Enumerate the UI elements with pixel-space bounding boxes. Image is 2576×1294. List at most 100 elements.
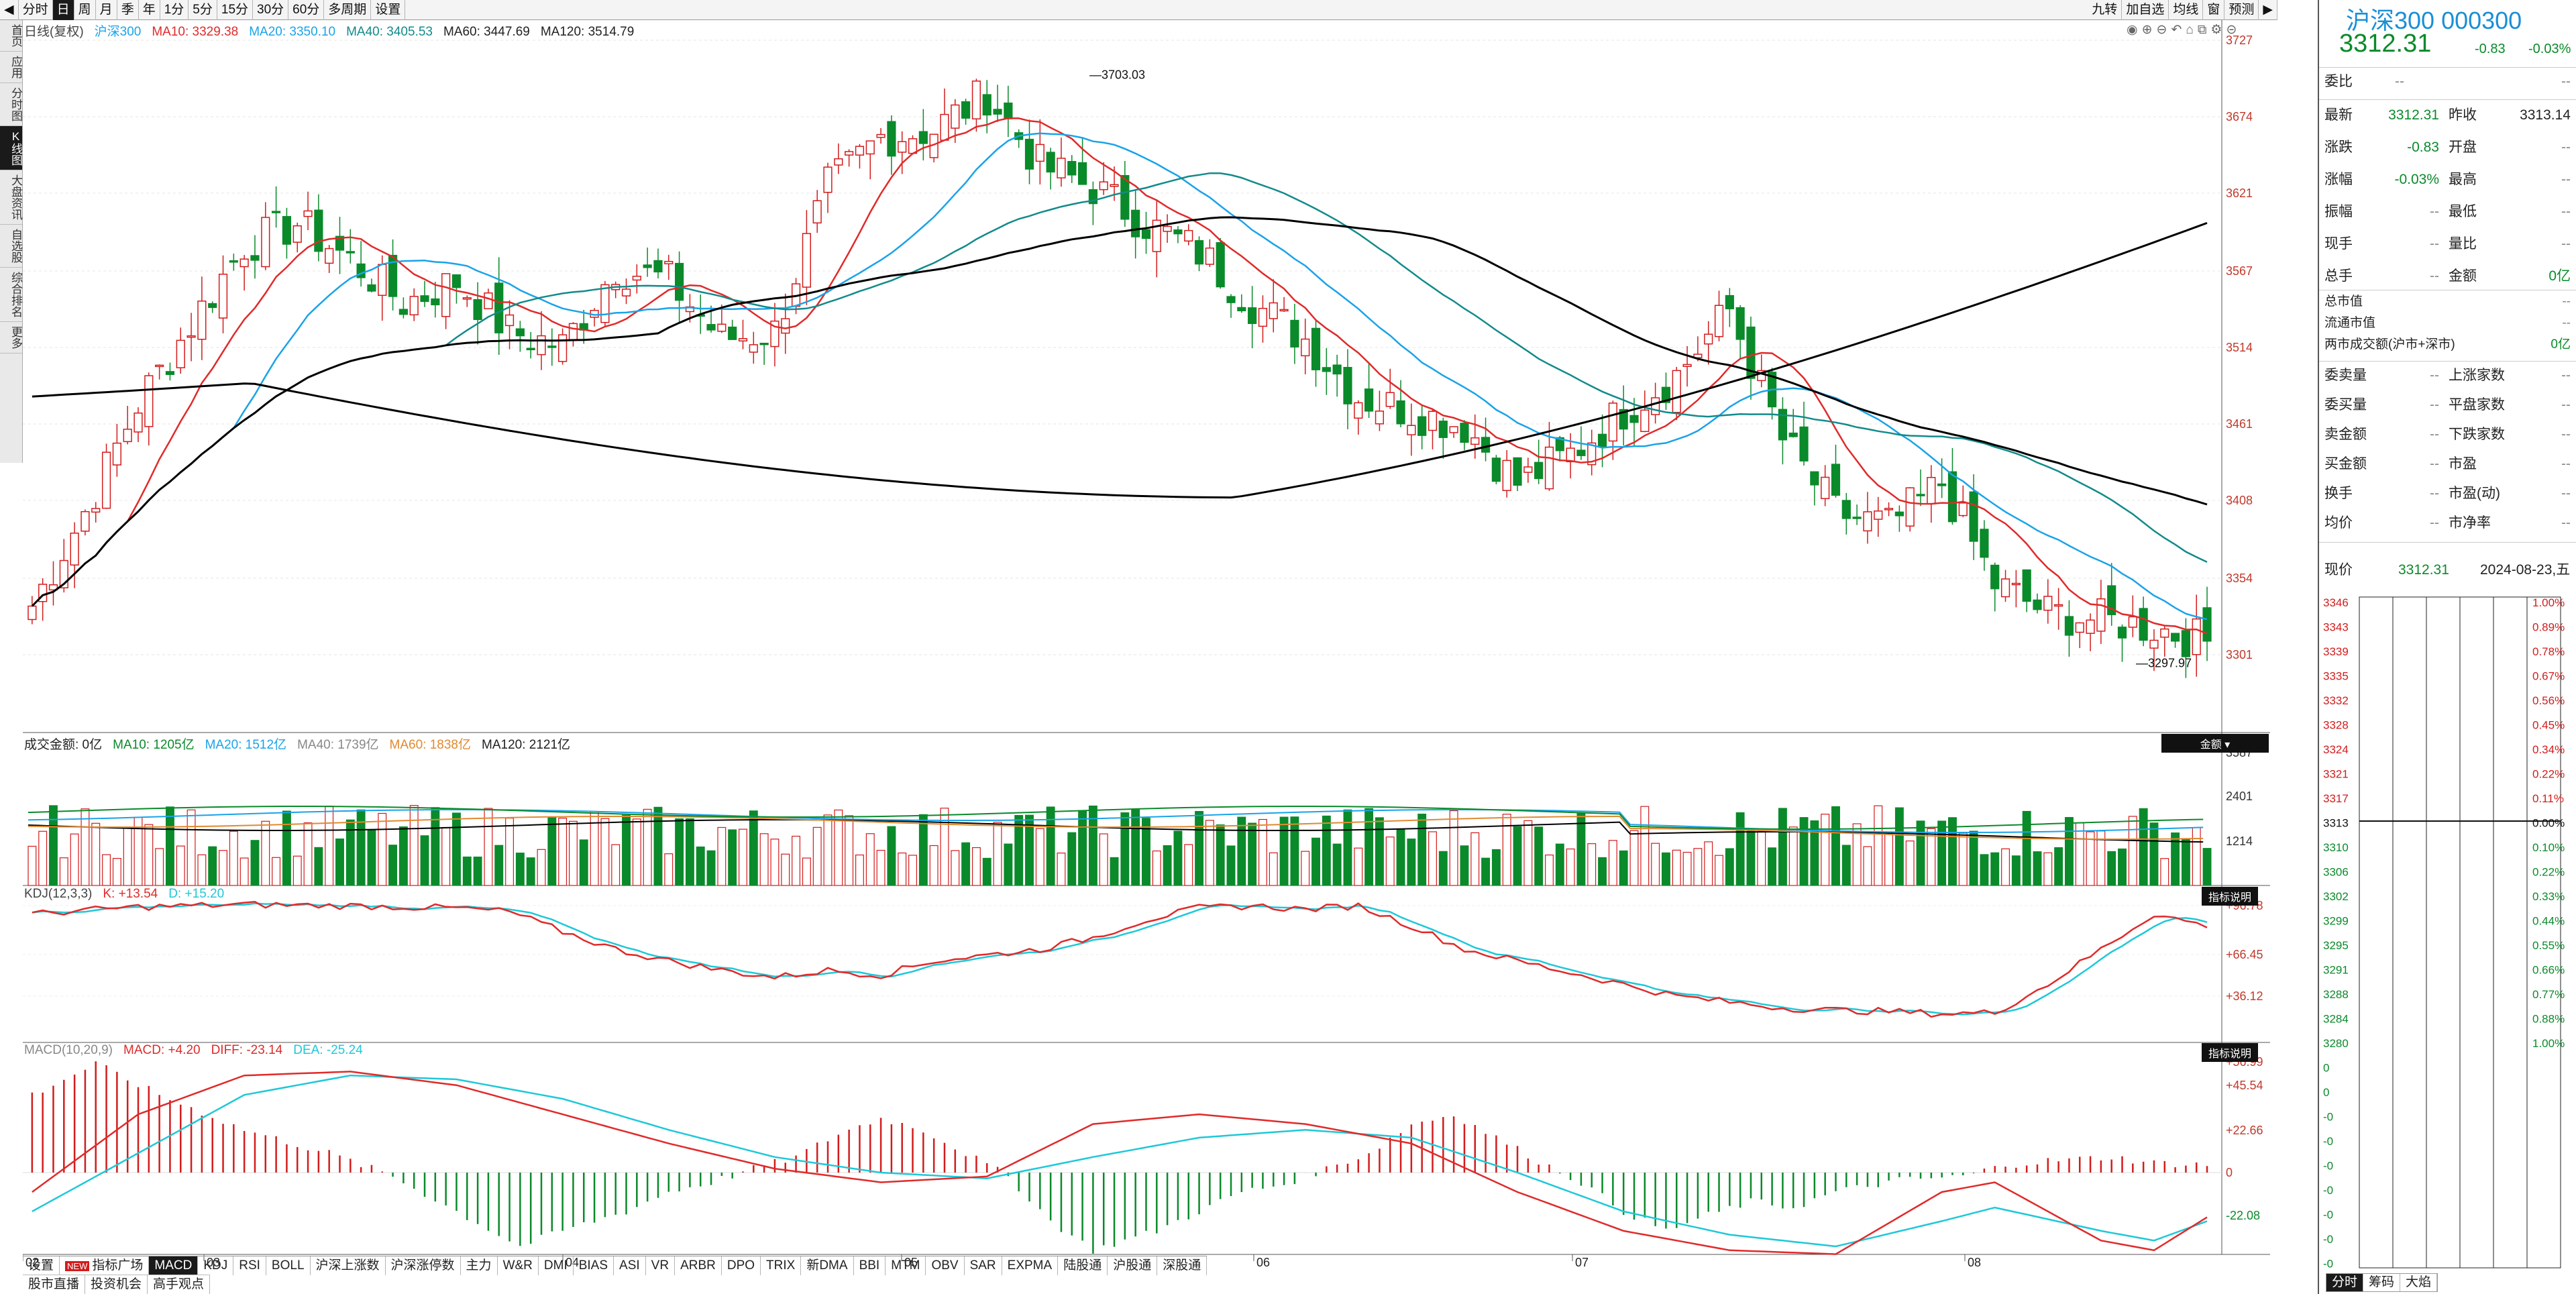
bottom-link-0[interactable]: 股市直播	[23, 1275, 86, 1294]
period-0[interactable]: 分时	[19, 0, 53, 20]
sidebar-item-3[interactable]: K线图	[0, 126, 22, 170]
indicator-tab-15[interactable]: DPO	[722, 1256, 761, 1275]
lock-icon[interactable]: ⌂	[2186, 23, 2198, 37]
volume-bar	[1290, 816, 1299, 886]
candle-body	[314, 209, 323, 252]
candle-body	[451, 274, 462, 288]
sidebar-item-2[interactable]: 分时图	[0, 83, 22, 126]
indicator-tab-4[interactable]: RSI	[233, 1256, 266, 1275]
candle-body	[1354, 402, 1363, 419]
period-4[interactable]: 季	[117, 0, 139, 20]
mini-left-label: -0	[2323, 1258, 2333, 1271]
volume-bar	[1576, 812, 1586, 886]
undo-icon[interactable]: ↶	[2171, 23, 2186, 37]
sidebar-item-4[interactable]: 大盘资讯	[0, 170, 22, 225]
period-3[interactable]: 月	[96, 0, 117, 20]
indicator-tab-16[interactable]: TRIX	[761, 1256, 802, 1275]
period-7[interactable]: 5分	[189, 0, 217, 20]
period-1[interactable]: 日	[52, 0, 74, 20]
sidebar-item-6[interactable]: 综合排名	[0, 268, 22, 322]
sidebar-item-0[interactable]: 首页	[0, 20, 22, 52]
indicator-tab-0[interactable]: 设置	[23, 1256, 60, 1275]
kdj-d-line	[32, 902, 2208, 1016]
candle-body	[738, 337, 748, 342]
panel-tab-0[interactable]: 分时	[2326, 1274, 2364, 1291]
indicator-tab-18[interactable]: BBI	[854, 1256, 886, 1275]
indicator-tab-9[interactable]: W&R	[498, 1256, 539, 1275]
candle-body	[303, 210, 313, 217]
volume-bar	[2202, 848, 2212, 886]
next-arrow-icon[interactable]: ▶	[2259, 0, 2277, 20]
indicator-tab-13[interactable]: VR	[646, 1256, 676, 1275]
sidebar-item-5[interactable]: 自选股	[0, 225, 22, 268]
zoom-in-icon[interactable]: ⊕	[2141, 23, 2157, 37]
ma10-line	[32, 117, 2208, 635]
kdj-help-button[interactable]: 指标说明	[2202, 887, 2259, 906]
period-9[interactable]: 30分	[253, 0, 289, 20]
macd-help-button[interactable]: 指标说明	[2202, 1043, 2259, 1062]
volume-bar	[1682, 851, 1692, 886]
zoom-out-icon[interactable]: ⊖	[2156, 23, 2171, 37]
indicator-tab-3[interactable]: KDJ	[198, 1256, 234, 1275]
period-11[interactable]: 多周期	[324, 0, 372, 20]
volume-bar	[1990, 852, 2000, 886]
period-10[interactable]: 60分	[288, 0, 325, 20]
mini-timeshare-chart[interactable]: 3346 3343 3339 3335 3332 3328 3324 3321 3317 3313…	[2319, 590, 2576, 1271]
weibi-row: 委比 -- --	[2324, 68, 2573, 95]
market-row-2-value: 0亿	[2551, 337, 2571, 352]
volume-bar	[102, 854, 111, 886]
indicator-tab-11[interactable]: BIAS	[574, 1256, 614, 1275]
indicator-tab-22[interactable]: EXPMA	[1002, 1256, 1059, 1275]
volume-bar	[2139, 808, 2148, 886]
top-right-btn-4[interactable]: 预测	[2224, 0, 2259, 20]
volume-bar	[1078, 810, 1087, 886]
panel-tab-1[interactable]: 筹码	[2363, 1274, 2401, 1291]
indicator-tab-19[interactable]: MTM	[885, 1256, 926, 1275]
indicator-tab-1[interactable]: NEW 指标广场	[60, 1256, 150, 1275]
indicator-tab-23[interactable]: 陆股通	[1058, 1256, 1108, 1275]
indicator-tab-12[interactable]: ASI	[614, 1256, 646, 1275]
candle-body	[1947, 471, 1957, 523]
indicator-tab-21[interactable]: SAR	[965, 1256, 1002, 1275]
indicator-tab-25[interactable]: 深股通	[1157, 1256, 1208, 1275]
indicator-tab-2[interactable]: MACD	[149, 1256, 199, 1275]
eye-icon[interactable]: ◉	[2127, 23, 2142, 37]
indicator-tab-14[interactable]: ARBR	[675, 1256, 722, 1275]
panel-tab-2[interactable]: 大焰	[2400, 1274, 2438, 1291]
indicator-tab-label: 设置	[28, 1258, 54, 1273]
period-2[interactable]: 周	[74, 0, 96, 20]
indicator-tab-6[interactable]: 沪深上涨数	[311, 1256, 386, 1275]
settings-icon[interactable]: ⚙	[2210, 23, 2226, 37]
indicator-tab-20[interactable]: OBV	[926, 1256, 965, 1275]
period-5[interactable]: 年	[139, 0, 160, 20]
indicator-tab-7[interactable]: 沪深涨停数	[386, 1256, 461, 1275]
indicator-tab-24[interactable]: 沪股通	[1108, 1256, 1158, 1275]
volume-bar	[303, 822, 313, 886]
prev-arrow-icon[interactable]: ◀	[0, 0, 19, 20]
top-right-btn-3[interactable]: 窗	[2203, 0, 2225, 20]
period-8[interactable]: 15分	[217, 0, 254, 20]
bottom-link-1[interactable]: 投资机会	[85, 1275, 148, 1294]
volume-bar	[1067, 832, 1077, 886]
candle-body	[749, 344, 758, 353]
bottom-link-2[interactable]: 高手观点	[148, 1275, 211, 1294]
sidebar-item-1[interactable]: 应用	[0, 52, 22, 83]
quote-row-2-value2: --	[2561, 172, 2571, 187]
copy-icon[interactable]: ⧉	[2197, 23, 2211, 37]
kline-chart[interactable]: 3727367436213567351434613408335433013587…	[23, 20, 2270, 1268]
period-6[interactable]: 1分	[160, 0, 189, 20]
mini-right-label: 0.44%	[2532, 915, 2565, 928]
sidebar-item-7[interactable]: 更多	[0, 322, 22, 354]
minus-icon[interactable]: ⊝	[2226, 23, 2241, 37]
indicator-tab-8[interactable]: 主力	[461, 1256, 498, 1275]
indicator-tab-10[interactable]: DMI	[539, 1256, 574, 1275]
indicator-tab-5[interactable]: BOLL	[266, 1256, 311, 1275]
volume-mode-dropdown[interactable]: 金额 ▾	[2161, 734, 2269, 753]
indicator-tab-17[interactable]: 新DMA	[801, 1256, 854, 1275]
period-12[interactable]: 设置	[371, 0, 406, 20]
volume-bar	[706, 850, 716, 886]
top-right-btn-0[interactable]: 九转	[2088, 0, 2123, 20]
volume-axis-label: 2401	[2226, 790, 2253, 803]
top-right-btn-2[interactable]: 均线	[2169, 0, 2204, 20]
top-right-btn-1[interactable]: 加自选	[2122, 0, 2169, 20]
